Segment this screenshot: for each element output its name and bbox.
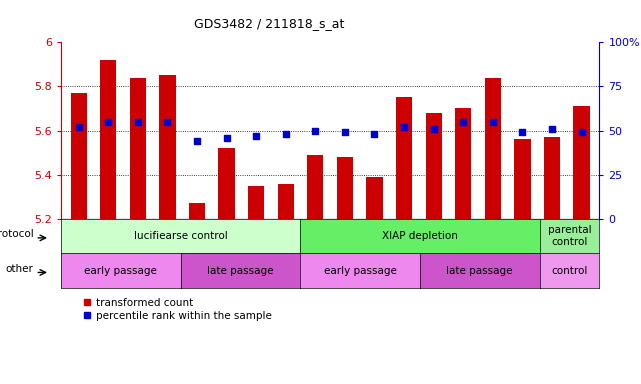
Bar — [100, 60, 117, 219]
Text: protocol: protocol — [0, 229, 33, 240]
Bar — [574, 106, 590, 219]
Point — [488, 119, 498, 125]
Bar — [159, 75, 176, 219]
Text: other: other — [6, 264, 33, 274]
Bar — [337, 157, 353, 219]
Bar — [485, 78, 501, 219]
Text: early passage: early passage — [84, 266, 157, 276]
Bar — [278, 184, 294, 219]
Point — [517, 129, 528, 136]
Bar — [248, 186, 264, 219]
Text: parental
control: parental control — [547, 225, 591, 247]
Point — [369, 131, 379, 137]
Point — [103, 119, 113, 125]
Point — [192, 138, 202, 144]
Bar — [426, 113, 442, 219]
Bar — [367, 177, 383, 219]
Text: control: control — [551, 266, 588, 276]
Bar — [71, 93, 87, 219]
Text: XIAP depletion: XIAP depletion — [382, 231, 458, 241]
Text: early passage: early passage — [324, 266, 397, 276]
Point — [429, 126, 439, 132]
Point — [340, 129, 350, 136]
Bar — [544, 137, 560, 219]
Point — [547, 126, 557, 132]
Bar — [455, 109, 471, 219]
Point — [221, 134, 231, 141]
Point — [576, 129, 587, 136]
Point — [458, 119, 469, 125]
Text: late passage: late passage — [207, 266, 274, 276]
Text: lucifiearse control: lucifiearse control — [134, 231, 228, 241]
Bar — [514, 139, 531, 219]
Point — [310, 127, 320, 134]
Point — [251, 133, 262, 139]
Point — [74, 124, 84, 130]
Bar — [189, 204, 205, 219]
Bar — [129, 78, 146, 219]
Bar — [219, 148, 235, 219]
Text: late passage: late passage — [446, 266, 513, 276]
Legend: transformed count, percentile rank within the sample: transformed count, percentile rank withi… — [79, 294, 276, 325]
Point — [162, 119, 172, 125]
Point — [281, 131, 291, 137]
Text: GDS3482 / 211818_s_at: GDS3482 / 211818_s_at — [194, 17, 344, 30]
Bar — [396, 98, 412, 219]
Point — [133, 119, 143, 125]
Bar — [307, 155, 324, 219]
Point — [399, 124, 409, 130]
